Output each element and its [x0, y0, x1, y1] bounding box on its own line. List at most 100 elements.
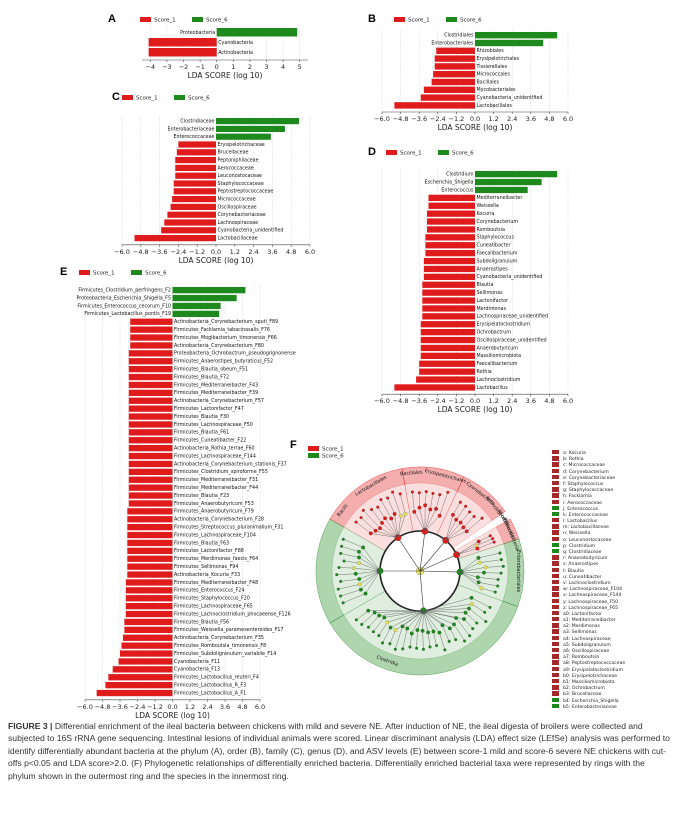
bar-firmicutes-lachnospiraceae-f65	[125, 603, 173, 610]
branch-line	[391, 518, 399, 538]
branch-line	[338, 567, 355, 569]
cladogram-legend-item: a1: Mediterraneibacter	[552, 617, 677, 623]
bar-label: Bacillales	[477, 79, 500, 85]
branch-line	[476, 538, 493, 546]
branch-line	[355, 521, 371, 534]
bar-lactobacillaceae	[134, 235, 216, 242]
branch-line	[397, 537, 421, 572]
taxon-node	[352, 566, 357, 571]
branch-line	[356, 610, 369, 620]
bar-label: Firmicutes_Facklamia_tabacinasalis_F76	[174, 327, 270, 333]
bar-label: Firmicutes_Blautia_F23	[174, 493, 229, 499]
cladogram-legend-item: r: Anaerobutyricum	[552, 555, 677, 561]
taxon-node	[336, 587, 340, 591]
bar-tissierellales	[434, 63, 475, 70]
legend-swatch	[140, 17, 151, 22]
bar-label: Sellimonas	[477, 290, 504, 296]
cladogram-f: F Score_1Score_6BacilliLactobacillalesBac…	[290, 439, 525, 676]
bar-label: Firmicutes_Blautia_F56	[174, 619, 229, 625]
legend-swatch	[192, 17, 203, 22]
legend-swatch	[552, 555, 559, 560]
cladogram-legend-item: b1: Massiliomicrobiota	[552, 678, 677, 685]
bar-firmicutes-blautia-f63	[127, 539, 173, 547]
branch-line	[358, 557, 381, 572]
taxon-node	[496, 578, 500, 582]
taxon-node	[370, 508, 374, 512]
legend-text: b2: Ochrobactrum	[563, 686, 605, 692]
bar-label: Merdimonas	[477, 306, 507, 312]
bar-sellimonas	[422, 289, 475, 296]
legend-swatch	[552, 462, 559, 467]
bar-cuneatibacter	[425, 242, 475, 249]
bar-firmicutes-mediterraneibacter-f39	[128, 389, 173, 396]
bar-firmicutes-streptococcus-pluranimalium-f31	[127, 524, 173, 531]
legend-label: Score_6	[460, 18, 482, 24]
x-tick-label: 6.0	[563, 397, 573, 405]
bar-clostridiales	[475, 32, 558, 39]
legend-swatch	[438, 150, 449, 155]
branch-line	[384, 610, 424, 618]
x-tick-label: −6.0	[374, 397, 390, 405]
bar-label: Proteobacteria	[180, 30, 215, 36]
legend-label: Score_1	[408, 18, 430, 24]
bar-firmicutes-lactonifactor-f47	[128, 405, 173, 412]
taxon-node	[454, 638, 458, 642]
bar-label: Firmicutes_Streptococcus_pluranimalium_F…	[174, 525, 283, 531]
bar-firmicutes-romboutsia-timonensis-f8	[121, 642, 173, 649]
caption-text: Differential enrichment of the ileal bac…	[8, 721, 670, 781]
bar-label: Leuconostocaceae	[218, 173, 263, 179]
bar-label: Lachnoclostridium	[477, 377, 521, 383]
bar-label: Cyanobacteria_unidentified	[477, 274, 543, 280]
x-tick-label: 0.0	[211, 248, 221, 256]
legend-swatch	[552, 678, 559, 684]
branch-line	[449, 628, 456, 640]
branch-line	[445, 531, 467, 541]
bar-label: Actinobacteria_Kocuria_F33	[174, 572, 240, 578]
legend-swatch	[552, 697, 559, 702]
bar-firmicutes-anaerostipes-butyraticus-f52	[128, 358, 173, 365]
taxon-node	[415, 628, 420, 632]
legend-swatch	[552, 480, 559, 486]
x-tick-label: −4.8	[393, 397, 409, 405]
bar-actinobacteria-corynebacterium-f80	[130, 342, 173, 349]
cladogram-legend-item: a5: Subdoligranulum	[552, 641, 677, 648]
cladogram-legend: a: Kocuria b: Rothia c: Micrococcaceae d: C…	[552, 450, 677, 710]
bar-massiliomicrobiota	[420, 352, 475, 359]
cladogram-legend-item: j: Enterococcus	[552, 505, 677, 512]
taxon-node	[388, 642, 392, 646]
legend-swatch	[552, 549, 559, 554]
taxon-node	[381, 641, 385, 645]
taxon-node	[498, 551, 502, 555]
branch-line	[419, 554, 457, 572]
taxon-node	[461, 525, 466, 530]
branch-line	[395, 626, 403, 650]
taxon-node	[391, 490, 395, 494]
branch-line	[423, 608, 469, 612]
legend-swatch	[552, 567, 559, 572]
bar-label: Cyanobacteria	[218, 40, 253, 46]
bar-label: Firmicutes_Mediterraneibacter_F48	[174, 580, 258, 586]
bar-firmicutes-lactonifactor-f88	[127, 547, 173, 554]
bar-actinobacteria-corynebacterium-f57	[128, 397, 173, 404]
legend-text: a9: Erysipelatoclostridium	[563, 667, 623, 673]
bar-label: Clostridium	[446, 172, 474, 178]
bar-firmicutes-anaerobutyricum-f53	[128, 500, 173, 507]
x-tick-label: −3.6	[152, 248, 168, 256]
bar-label: Blautia	[477, 282, 494, 288]
branch-line	[341, 546, 360, 552]
bar-label: Firmicutes_Clostridium_perfringens_F2	[78, 288, 171, 294]
branch-line	[359, 570, 381, 580]
legend-swatch	[552, 536, 559, 542]
x-axis-label: LDA SCORE (log 10)	[135, 711, 210, 720]
legend-text: q: Clostridiaceae	[563, 549, 602, 555]
bar-label: Staphylococcus	[477, 235, 515, 241]
cladogram-legend-item: a6: Oscillospiraceae	[552, 648, 677, 654]
legend: Score_1 Score_6	[394, 17, 482, 24]
branch-line	[381, 522, 399, 538]
x-tick-label: −4.8	[95, 703, 111, 711]
bar-micrococcales	[433, 71, 475, 78]
cladogram-legend-item: z: Lachnospiraceae_F65	[552, 604, 677, 611]
branch-line	[389, 629, 396, 644]
bar-label: Proteobacteria_Ochrobactrum_pseudogrigno…	[174, 351, 296, 357]
legend-swatch	[552, 617, 559, 622]
